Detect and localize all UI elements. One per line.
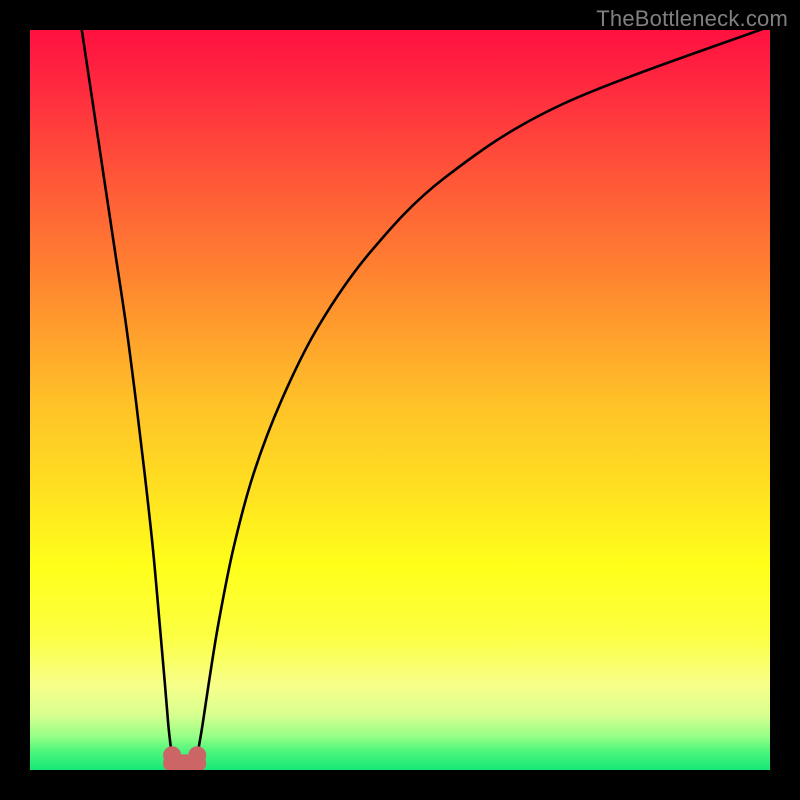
marker-dot [163,746,181,764]
plot-area [30,30,770,770]
watermark-text: TheBottleneck.com [596,6,788,32]
curve-layer [30,30,770,770]
curve-left-branch [82,30,172,752]
chart-stage: TheBottleneck.com [0,0,800,800]
curve-right-branch [198,30,770,752]
marker-dot [188,746,206,764]
